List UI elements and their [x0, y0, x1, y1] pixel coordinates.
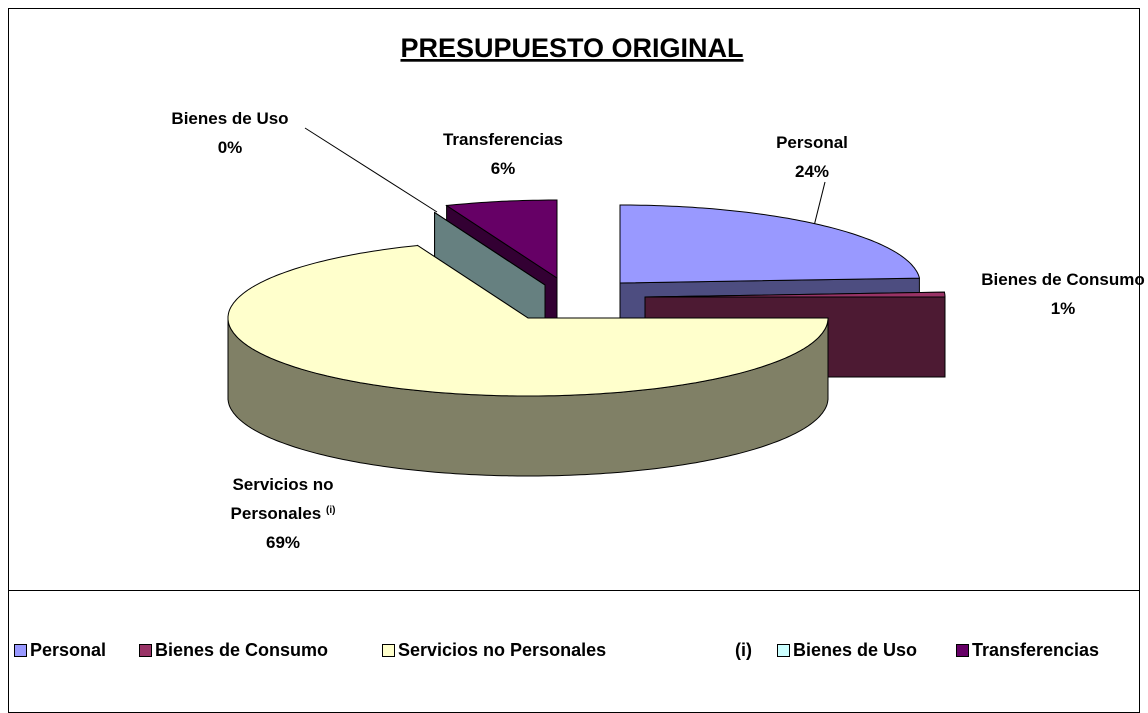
label-name: Servicios no Personales	[230, 475, 334, 523]
data-label: Bienes de Uso 0%	[150, 104, 310, 162]
label-name: Transferencias	[442, 130, 563, 149]
label-value: 0%	[217, 138, 243, 157]
legend-label: Servicios no Personales	[398, 640, 607, 660]
label-name: Bienes de Consumo	[981, 270, 1145, 289]
label-name: Bienes de Uso	[171, 109, 289, 128]
legend-item: Bienes de Consumo	[139, 640, 328, 661]
data-label: Personal 24%	[742, 128, 882, 186]
legend-item: Servicios no Personales	[382, 640, 606, 661]
legend-label: Bienes de Consumo	[155, 640, 329, 660]
data-label: Transferencias 6%	[413, 125, 593, 183]
legend-label: Transferencias	[972, 640, 1100, 660]
slice	[227, 244, 829, 397]
slice	[434, 212, 546, 286]
label-value: 69%	[265, 533, 301, 552]
footnote-marker: (i)	[326, 505, 336, 516]
leader-line	[813, 181, 826, 227]
label-value: 6%	[490, 159, 516, 178]
legend-label: Bienes de Uso	[793, 640, 918, 660]
legend-label: Personal	[30, 640, 107, 660]
legend-footnote: (i)	[735, 640, 752, 660]
legend-swatch	[14, 644, 27, 657]
chart-title: PRESUPUESTO ORIGINAL	[400, 33, 743, 63]
label-value: 24%	[794, 162, 830, 181]
legend-item: Bienes de Uso	[777, 640, 917, 661]
slice	[445, 199, 558, 279]
label-name: Personal	[776, 133, 848, 152]
label-value: 1%	[1050, 299, 1076, 318]
data-label: Servicios no Personales (i) 69%	[203, 470, 363, 557]
slice	[619, 204, 921, 284]
legend-item: Personal	[14, 640, 106, 661]
legend-swatch	[382, 644, 395, 657]
leader-line	[304, 127, 438, 213]
legend-swatch	[777, 644, 790, 657]
legend-item: Transferencias	[956, 640, 1099, 661]
legend-swatch	[956, 644, 969, 657]
slice	[644, 291, 946, 298]
data-label: Bienes de Consumo 1%	[960, 265, 1148, 323]
legend-swatch	[139, 644, 152, 657]
